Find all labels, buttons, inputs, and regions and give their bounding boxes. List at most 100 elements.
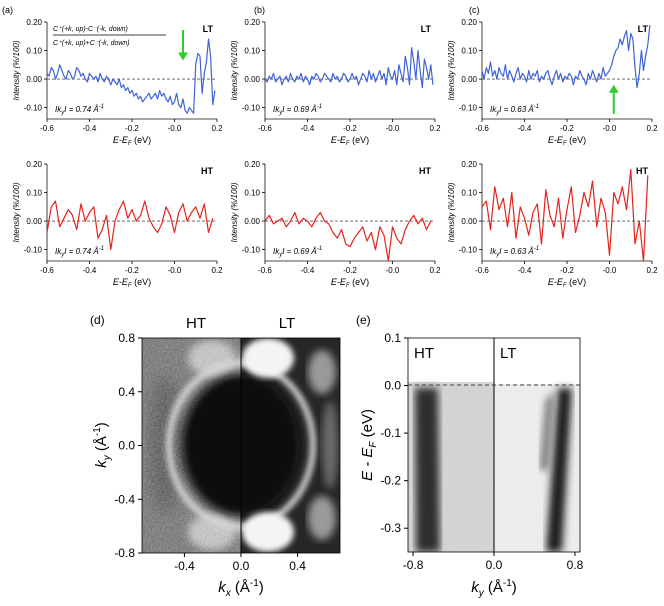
x-axis-label: E-EF (eV) (331, 135, 369, 147)
x-tick-label: 0.2 (211, 266, 223, 275)
x-tick-label: -0.4 (301, 124, 315, 133)
panel-d: (d) HT LT -0.4 0.0 0.4 0.8 0.4 0.0 -0.4 -0.8 kx… (90, 313, 341, 599)
panel-label: (b) (254, 5, 265, 15)
x-tick-label: -0.0 (603, 266, 617, 275)
panel-tag: HT (201, 166, 213, 176)
y-tick-label: 0.10 (244, 189, 260, 198)
panel-e: (e) HT LT -0.8 0.0 0.8 0.1 0.0 -0.1 -0.2 -0.3 k… (356, 313, 584, 599)
panel-label-e: (e) (356, 313, 371, 327)
y-tick-label: 0.10 (26, 189, 42, 198)
x-tick-label: -0.6 (258, 124, 272, 133)
x-tick-label: -0.6 (258, 266, 272, 275)
panel-e-title-ht: HT (414, 345, 434, 362)
y-tick-label: -0.8 (114, 546, 135, 560)
panel-label-d: (d) (90, 313, 105, 327)
x-tick-label: -0.0 (168, 266, 182, 275)
x-tick-label: -0.6 (40, 266, 54, 275)
series-line-ht (264, 211, 432, 262)
x-tick-label: -0.2 (343, 124, 357, 133)
y-tick-label: -0.10 (459, 246, 478, 255)
series-line-lt (481, 24, 651, 89)
y-tick-label: 0.4 (118, 385, 135, 399)
x-axis-label: E-EF (eV) (548, 277, 586, 289)
y-tick-label: -0.10 (459, 104, 478, 113)
x-axis-label: E-EF (eV) (548, 135, 586, 147)
y-tick-label: -0.10 (24, 246, 43, 255)
x-tick-label: 0.2 (211, 124, 223, 133)
y-tick-label: -0.10 (242, 246, 261, 255)
x-tick-label: 0.2 (646, 266, 658, 275)
x-tick-label: 0.2 (429, 266, 441, 275)
panel-e-xlabel: ky (Å-1) (471, 578, 517, 599)
panel-c-HT: 0.20 0.10 0.00 -0.10 -0.6 -0.4 -0.2 -0.0 0.2 HT Ik… (447, 160, 658, 289)
panel-d-xlabel: kx (Å-1) (218, 578, 264, 599)
panel-d-ylabel: ky (Å-1) (92, 422, 113, 468)
x-tick-label: -0.2 (125, 124, 139, 133)
panel-label: (a) (2, 5, 13, 15)
x-tick-label: -0.6 (40, 124, 54, 133)
ky-annotation: IkyI = 0.74 Å-1 (55, 104, 104, 116)
x-tick-label: -0.4 (518, 266, 532, 275)
y-tick-label: 0.00 (461, 217, 477, 226)
series-line-ht (481, 169, 649, 262)
x-tick-label: 0.2 (646, 124, 658, 133)
y-tick-label: 0.20 (244, 18, 260, 27)
x-tick-label: -0.4 (174, 559, 195, 573)
panel-tag: LT (421, 24, 432, 34)
panel-tag: HT (419, 166, 431, 176)
panel-label: (c) (469, 5, 480, 15)
panel-tag: HT (636, 166, 648, 176)
ky-annotation: IkyI = 0.69 Å-1 (273, 104, 322, 116)
x-tick-label: -0.0 (603, 124, 617, 133)
y-tick-label: 0.20 (244, 160, 260, 169)
panel-e-title-lt: LT (500, 345, 516, 362)
ky-annotation: IkyI = 0.74 Å-1 (55, 246, 104, 258)
x-tick-label: -0.4 (518, 124, 532, 133)
y-tick-label: -0.10 (242, 104, 261, 113)
y-axis-label: Intensity (%/100) (447, 40, 456, 100)
x-axis-label: E-EF (eV) (113, 135, 151, 147)
y-tick-label: 0.10 (244, 47, 260, 56)
y-tick-label: -0.4 (114, 492, 135, 506)
y-tick-label: 0.0 (384, 379, 401, 393)
arrow-down-icon (178, 30, 188, 61)
y-tick-label: 0.20 (26, 160, 42, 169)
legend-entry-sum: C⁺(+k, up)+C⁻(-k, down) (53, 40, 130, 47)
x-tick-label: -0.0 (386, 266, 400, 275)
x-tick-label: -0.2 (560, 266, 574, 275)
y-tick-label: 0.00 (26, 217, 42, 226)
y-tick-label: 0.20 (461, 18, 477, 27)
x-tick-label: -0.4 (83, 266, 97, 275)
ky-annotation: IkyI = 0.63 Å-1 (490, 246, 539, 258)
y-tick-label: 0.00 (461, 75, 477, 84)
ky-annotation: IkyI = 0.69 Å-1 (273, 246, 322, 258)
panel-b-HT: 0.20 0.10 0.00 -0.10 -0.6 -0.4 -0.2 -0.0 0.2 HT Ik… (230, 160, 441, 289)
x-tick-label: 0.0 (233, 559, 250, 573)
y-axis-label: Intensity (%/100) (12, 40, 21, 100)
x-tick-label: -0.2 (560, 124, 574, 133)
y-tick-label: 0.00 (244, 217, 260, 226)
panel-d-image (142, 338, 340, 553)
y-tick-label: 0.10 (26, 47, 42, 56)
x-tick-label: -0.0 (168, 124, 182, 133)
panel-d-title-lt: LT (279, 315, 295, 332)
arrow-up-icon (608, 84, 619, 114)
y-axis-label: Intensity (%/100) (230, 40, 239, 100)
series-line-lt (264, 47, 434, 89)
legend-entry-difference: C⁺(+k, up)-C⁻(-k, down) (53, 26, 128, 33)
panel-c-LT: 0.20 0.10 0.00 -0.10 -0.6 -0.4 -0.2 -0.0 0.2 LT Ik… (447, 5, 658, 147)
y-tick-label: 0.1 (384, 331, 401, 345)
x-tick-label: -0.2 (125, 266, 139, 275)
x-tick-label: 0.8 (567, 558, 584, 572)
x-tick-label: 0.0 (486, 558, 503, 572)
y-axis-label: Intensity (%/100) (447, 182, 456, 242)
panel-a-LT: 0.20 0.10 0.00 -0.10 -0.6 -0.4 -0.2 -0.0 0.2 LT Ik… (2, 5, 223, 147)
panel-b-LT: 0.20 0.10 0.00 -0.10 -0.6 -0.4 -0.2 -0.0 0.2 LT Ik… (230, 5, 441, 147)
panel-e-image (408, 338, 580, 552)
x-tick-label: 0.2 (429, 124, 441, 133)
y-axis-label: Intensity (%/100) (230, 182, 239, 242)
series-line-ht (46, 200, 214, 251)
x-tick-label: -0.0 (386, 124, 400, 133)
y-tick-label: 0.8 (118, 331, 135, 345)
panel-d-title-ht: HT (186, 315, 206, 332)
